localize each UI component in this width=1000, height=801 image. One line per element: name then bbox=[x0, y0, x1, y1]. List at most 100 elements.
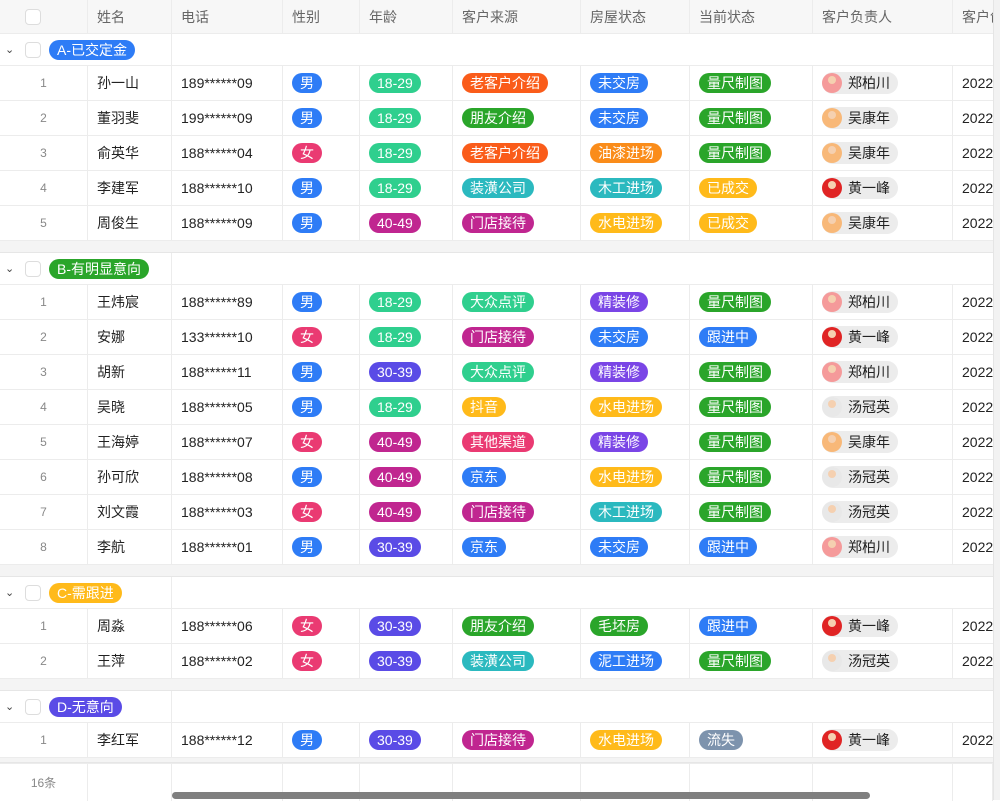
cell-index[interactable]: 1 bbox=[0, 609, 88, 643]
cell-source[interactable]: 门店接待 bbox=[453, 723, 581, 757]
cell-created[interactable]: 2022 bbox=[962, 215, 993, 231]
cell-source[interactable]: 大众点评 bbox=[453, 355, 581, 389]
cell-house-status[interactable]: 水电进场 bbox=[581, 206, 690, 240]
cell-source[interactable]: 抖音 bbox=[453, 390, 581, 424]
cell-source[interactable]: 装潢公司 bbox=[453, 171, 581, 205]
table-row[interactable]: 6 孙可欣 188******08 男 40-49 京东 水电进场 量尺制图 汤冠英 2022 bbox=[0, 460, 993, 495]
cell-gender[interactable]: 男 bbox=[283, 206, 360, 240]
cell-created[interactable]: 2022 bbox=[962, 469, 993, 485]
cell-source[interactable]: 朋友介绍 bbox=[453, 609, 581, 643]
cell-gender[interactable]: 男 bbox=[283, 285, 360, 319]
cell-owner[interactable]: 黄一峰 bbox=[813, 320, 953, 354]
cell-house-status[interactable]: 水电进场 bbox=[581, 460, 690, 494]
cell-house-status[interactable]: 精装修 bbox=[581, 355, 690, 389]
cell-age[interactable]: 30-39 bbox=[360, 723, 453, 757]
cell-phone[interactable]: 188******09 bbox=[172, 206, 283, 240]
cell-age[interactable]: 30-39 bbox=[360, 355, 453, 389]
cell-phone[interactable]: 188******12 bbox=[172, 723, 283, 757]
cell-current-status[interactable]: 量尺制图 bbox=[690, 390, 813, 424]
cell-phone[interactable]: 188******01 bbox=[172, 530, 283, 564]
cell-age[interactable]: 18-29 bbox=[360, 320, 453, 354]
cell-name[interactable]: 董羽斐 bbox=[88, 101, 172, 135]
cell-name[interactable]: 王萍 bbox=[88, 644, 172, 678]
cell-age[interactable]: 18-29 bbox=[360, 285, 453, 319]
cell-index[interactable]: 5 bbox=[0, 206, 88, 240]
cell-age[interactable]: 40-49 bbox=[360, 460, 453, 494]
cell-index[interactable]: 6 bbox=[0, 460, 88, 494]
group-checkbox[interactable] bbox=[25, 698, 41, 715]
cell-current-status[interactable]: 跟进中 bbox=[690, 609, 813, 643]
cell-age[interactable]: 30-39 bbox=[360, 644, 453, 678]
cell-index[interactable]: 2 bbox=[0, 101, 88, 135]
cell-created[interactable]: 2022 bbox=[962, 504, 993, 520]
cell-name[interactable]: 胡新 bbox=[88, 355, 172, 389]
cell-gender[interactable]: 男 bbox=[283, 530, 360, 564]
cell-name[interactable]: 孙一山 bbox=[88, 66, 172, 100]
table-row[interactable]: 2 王萍 188******02 女 30-39 装潢公司 泥工进场 量尺制图 汤冠英 2022 bbox=[0, 644, 993, 679]
cell-age[interactable]: 30-39 bbox=[360, 530, 453, 564]
cell-source[interactable]: 京东 bbox=[453, 530, 581, 564]
cell-phone[interactable]: 188******05 bbox=[172, 390, 283, 424]
cell-current-status[interactable]: 量尺制图 bbox=[690, 495, 813, 529]
cell-current-status[interactable]: 已成交 bbox=[690, 206, 813, 240]
cell-name[interactable]: 吴晓 bbox=[88, 390, 172, 424]
col-header-house-status[interactable]: 房屋状态 bbox=[581, 0, 690, 33]
cell-phone[interactable]: 188******10 bbox=[172, 171, 283, 205]
cell-house-status[interactable]: 未交房 bbox=[581, 320, 690, 354]
cell-current-status[interactable]: 量尺制图 bbox=[690, 66, 813, 100]
group-checkbox[interactable] bbox=[25, 584, 41, 601]
cell-index[interactable]: 7 bbox=[0, 495, 88, 529]
horizontal-scrollbar[interactable] bbox=[172, 792, 870, 799]
cell-created[interactable]: 2022 bbox=[962, 329, 993, 345]
cell-phone[interactable]: 199******09 bbox=[172, 101, 283, 135]
cell-source[interactable]: 京东 bbox=[453, 460, 581, 494]
cell-owner[interactable]: 吴康年 bbox=[813, 101, 953, 135]
col-header-phone[interactable]: 电话 bbox=[172, 0, 283, 33]
cell-gender[interactable]: 女 bbox=[283, 495, 360, 529]
cell-created[interactable]: 2022 bbox=[962, 434, 993, 450]
cell-owner[interactable]: 黄一峰 bbox=[813, 609, 953, 643]
cell-source[interactable]: 门店接待 bbox=[453, 495, 581, 529]
table-row[interactable]: 3 俞英华 188******04 女 18-29 老客户介绍 油漆进场 量尺制图 吴康年 202… bbox=[0, 136, 993, 171]
cell-house-status[interactable]: 油漆进场 bbox=[581, 136, 690, 170]
cell-index[interactable]: 8 bbox=[0, 530, 88, 564]
cell-age[interactable]: 18-29 bbox=[360, 136, 453, 170]
cell-name[interactable]: 王海婷 bbox=[88, 425, 172, 459]
cell-index[interactable]: 1 bbox=[0, 723, 88, 757]
cell-name[interactable]: 周俊生 bbox=[88, 206, 172, 240]
cell-index[interactable]: 4 bbox=[0, 171, 88, 205]
cell-current-status[interactable]: 量尺制图 bbox=[690, 460, 813, 494]
cell-age[interactable]: 18-29 bbox=[360, 101, 453, 135]
cell-gender[interactable]: 男 bbox=[283, 355, 360, 389]
cell-current-status[interactable]: 已成交 bbox=[690, 171, 813, 205]
cell-source[interactable]: 大众点评 bbox=[453, 285, 581, 319]
table-row[interactable]: 3 胡新 188******11 男 30-39 大众点评 精装修 量尺制图 郑柏川 2022 bbox=[0, 355, 993, 390]
cell-source[interactable]: 门店接待 bbox=[453, 320, 581, 354]
cell-current-status[interactable]: 量尺制图 bbox=[690, 101, 813, 135]
chevron-down-icon[interactable]: ⌄ bbox=[5, 44, 15, 56]
cell-current-status[interactable]: 跟进中 bbox=[690, 530, 813, 564]
cell-gender[interactable]: 男 bbox=[283, 460, 360, 494]
table-row[interactable]: 1 孙一山 189******09 男 18-29 老客户介绍 未交房 量尺制图 郑柏川 2022 bbox=[0, 66, 993, 101]
cell-source[interactable]: 门店接待 bbox=[453, 206, 581, 240]
cell-name[interactable]: 孙可欣 bbox=[88, 460, 172, 494]
vertical-scrollbar[interactable] bbox=[993, 0, 1000, 800]
cell-phone[interactable]: 188******06 bbox=[172, 609, 283, 643]
cell-house-status[interactable]: 水电进场 bbox=[581, 390, 690, 424]
cell-house-status[interactable]: 未交房 bbox=[581, 101, 690, 135]
cell-current-status[interactable]: 量尺制图 bbox=[690, 285, 813, 319]
cell-house-status[interactable]: 未交房 bbox=[581, 530, 690, 564]
cell-current-status[interactable]: 量尺制图 bbox=[690, 136, 813, 170]
cell-created[interactable]: 2022 bbox=[962, 180, 993, 196]
cell-age[interactable]: 40-49 bbox=[360, 425, 453, 459]
cell-owner[interactable]: 汤冠英 bbox=[813, 644, 953, 678]
cell-age[interactable]: 18-29 bbox=[360, 171, 453, 205]
cell-phone[interactable]: 133******10 bbox=[172, 320, 283, 354]
cell-phone[interactable]: 188******04 bbox=[172, 136, 283, 170]
cell-age[interactable]: 18-29 bbox=[360, 390, 453, 424]
col-header-gender[interactable]: 性别 bbox=[283, 0, 360, 33]
cell-house-status[interactable]: 精装修 bbox=[581, 425, 690, 459]
col-header-current-status[interactable]: 当前状态 bbox=[690, 0, 813, 33]
cell-created[interactable]: 2022 bbox=[962, 539, 993, 555]
table-row[interactable]: 4 吴晓 188******05 男 18-29 抖音 水电进场 量尺制图 汤冠英 2022 bbox=[0, 390, 993, 425]
